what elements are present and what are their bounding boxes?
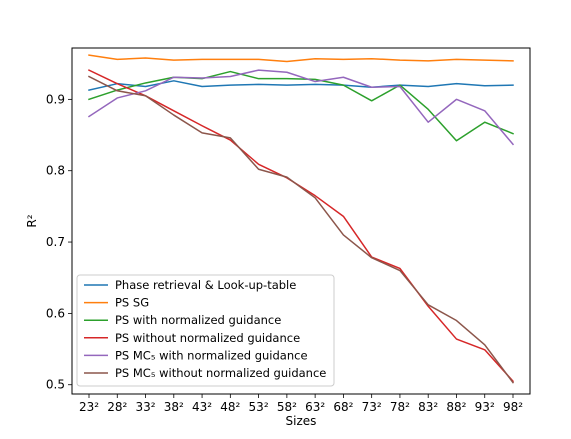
x-tick-label: 33² — [135, 400, 155, 414]
x-tick-label: 68² — [333, 400, 353, 414]
y-tick-label: 0.8 — [46, 164, 65, 178]
legend-box — [76, 274, 335, 387]
x-tick-label: 38² — [164, 400, 184, 414]
y-axis-ticks: 0.5 0.6 0.7 0.8 0.9 — [46, 92, 72, 392]
x-axis-label: Sizes — [286, 414, 317, 428]
x-tick-label: 58² — [277, 400, 297, 414]
legend-label: Phase retrieval & Look-up-table — [115, 278, 296, 292]
legend: Phase retrieval & Look-up-table PS SG PS w… — [76, 274, 335, 387]
y-tick-label: 0.5 — [46, 378, 65, 392]
y-axis-label: R² — [25, 214, 39, 227]
x-tick-label: 53² — [249, 400, 269, 414]
series-layer — [87, 54, 515, 384]
plot-frame — [71, 47, 531, 395]
series-line-2 — [88, 54, 514, 63]
legend-label: PS MC₅ without normalized guidance — [115, 366, 326, 380]
series-line-6 — [87, 75, 515, 384]
x-tick-label: 28² — [107, 400, 127, 414]
x-tick-label: 78² — [390, 400, 410, 414]
x-tick-label: 98² — [503, 400, 523, 414]
y-tick-label: 0.9 — [46, 92, 65, 106]
x-tick-label: 73² — [362, 400, 382, 414]
x-tick-label: 83² — [418, 400, 438, 414]
legend-label: PS with normalized guidance — [115, 313, 281, 327]
y-tick-label: 0.7 — [46, 235, 65, 249]
x-axis-ticks: 23² 28² 33² 38² 43² 48² 53² 58² 63² 68² 73² 78² 83² 8… — [79, 394, 523, 414]
y-tick-label: 0.6 — [46, 306, 65, 320]
series-line-3 — [88, 70, 514, 142]
x-tick-label: 63² — [305, 400, 325, 414]
x-tick-label: 93² — [475, 400, 495, 414]
legend-label: PS without normalized guidance — [115, 331, 300, 345]
series-line-5 — [87, 69, 515, 146]
legend-label: PS MC₅ with normalized guidance — [115, 348, 308, 362]
legend-label: PS SG — [115, 296, 149, 310]
x-tick-label: 23² — [79, 400, 99, 414]
x-tick-label: 88² — [446, 400, 466, 414]
x-tick-label: 43² — [192, 400, 212, 414]
x-tick-label: 48² — [220, 400, 240, 414]
